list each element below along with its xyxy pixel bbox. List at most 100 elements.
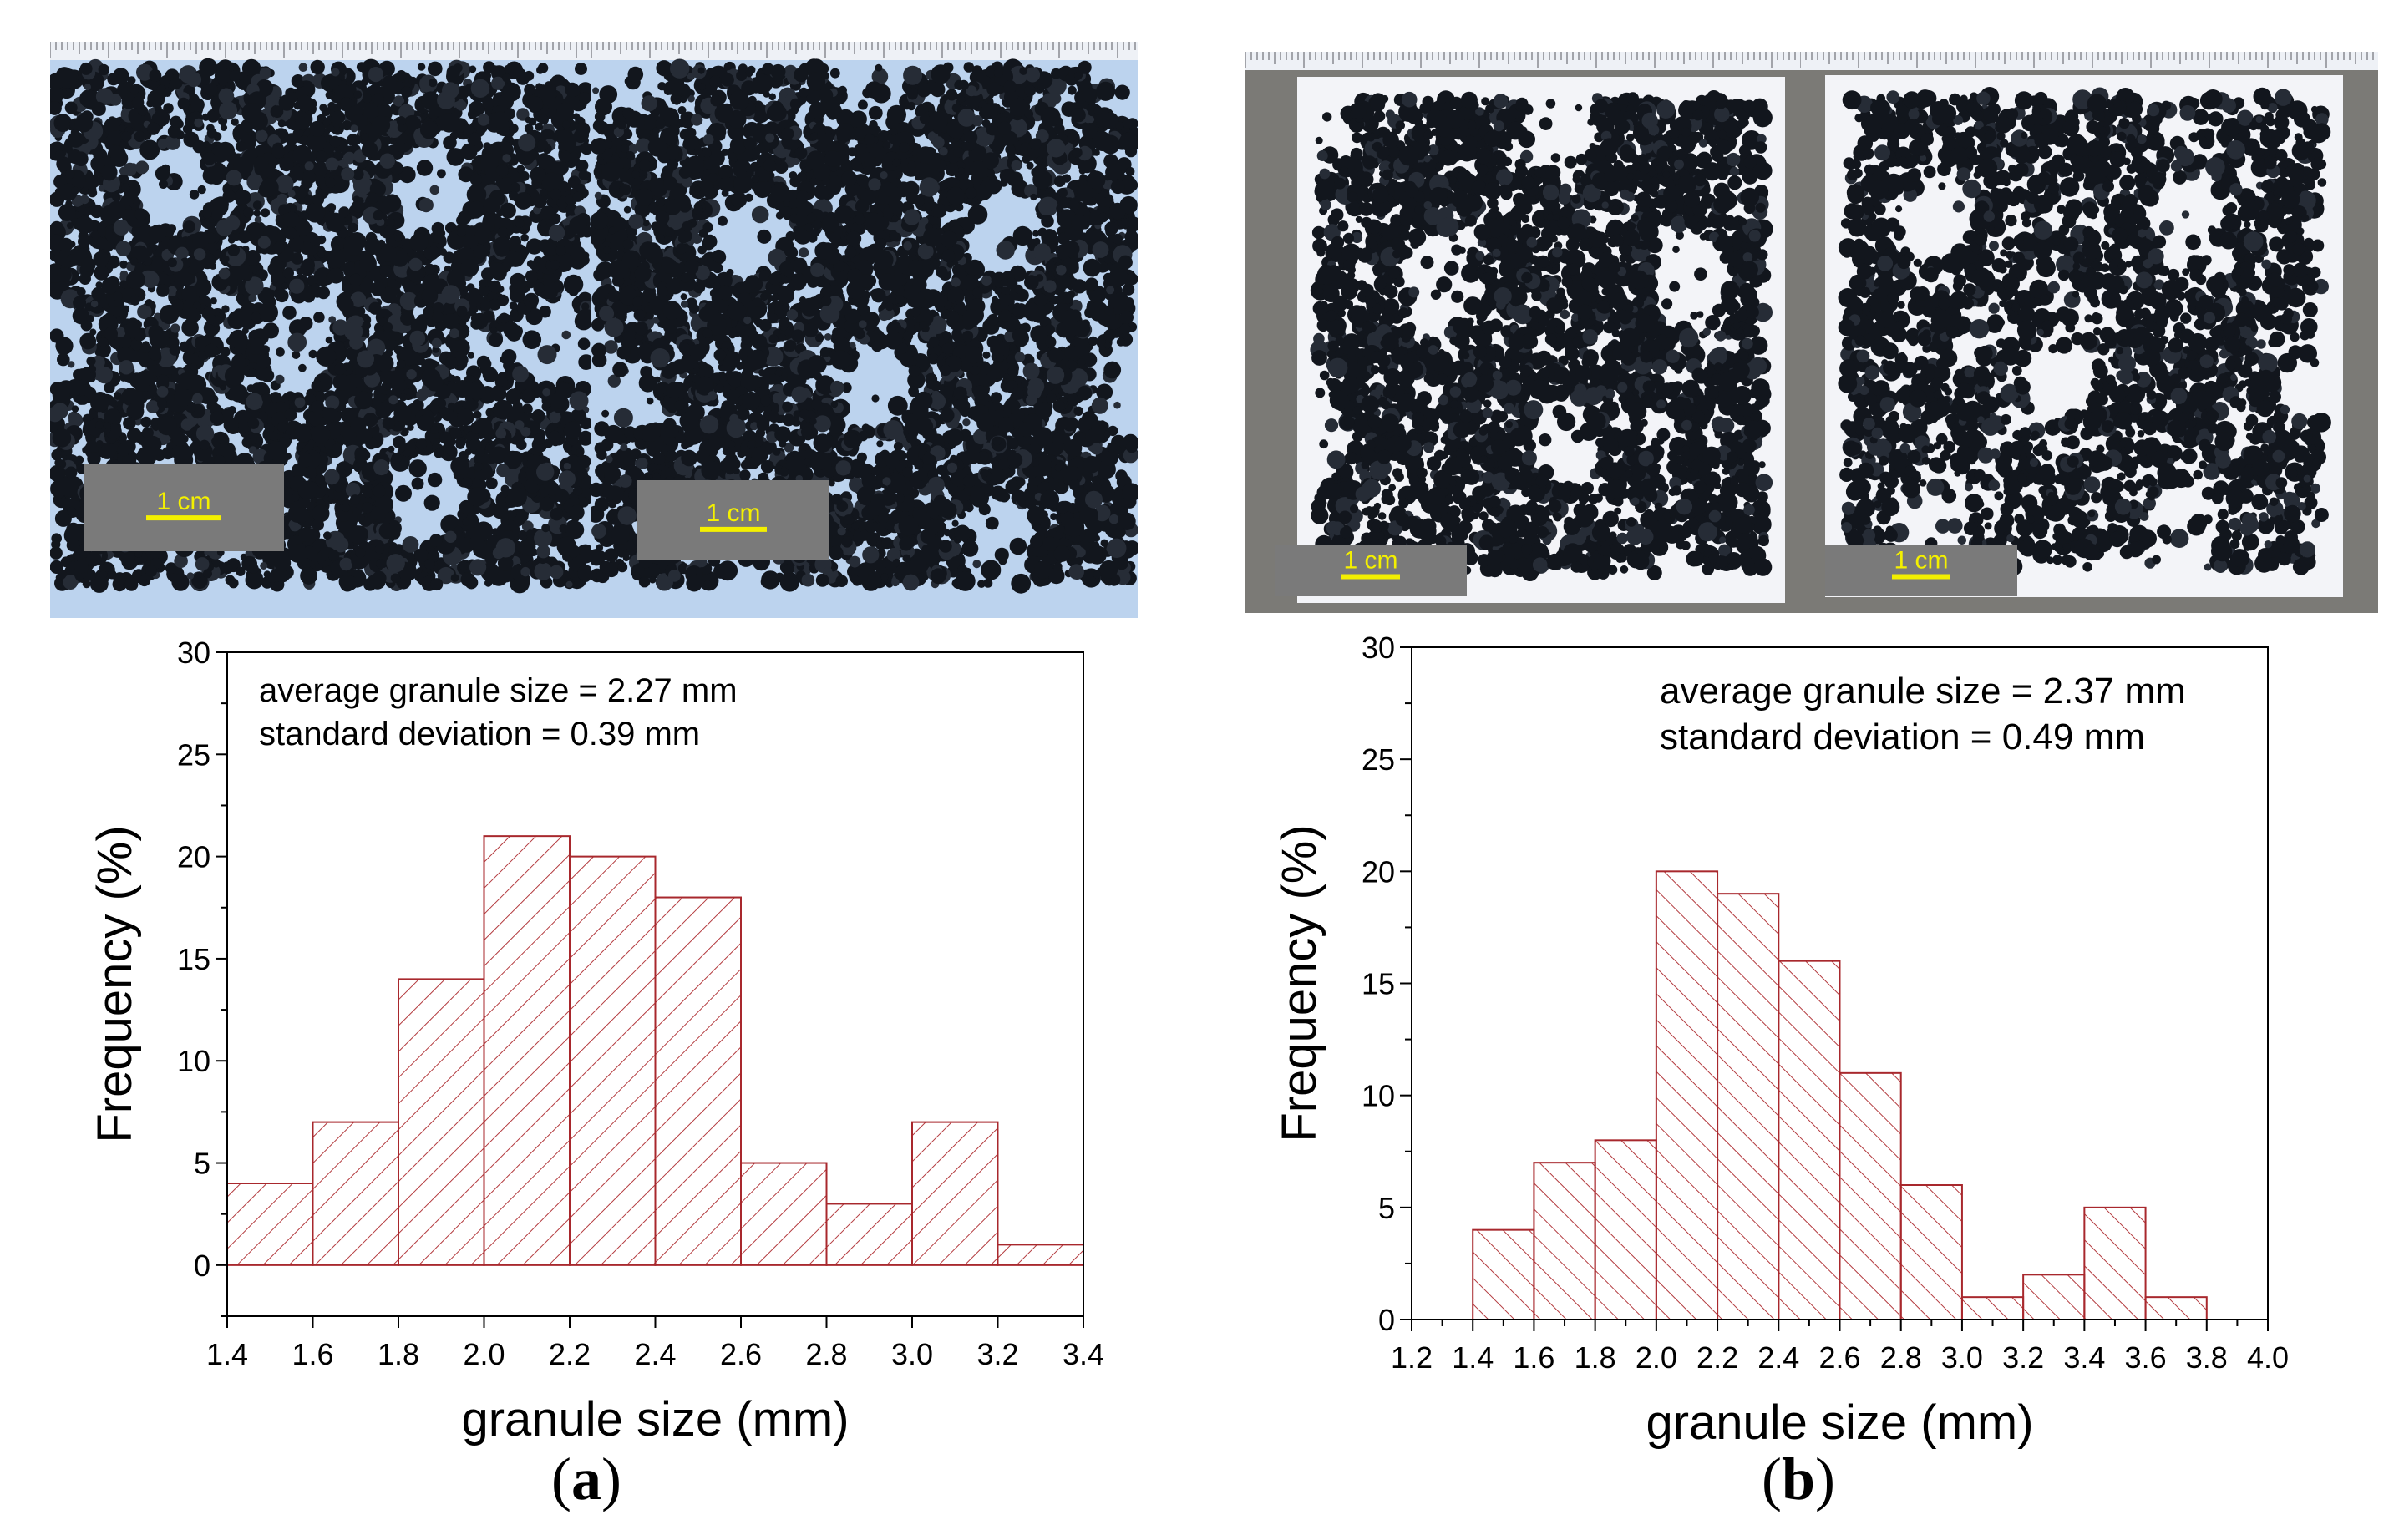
y-tick-label: 5 <box>194 1147 210 1181</box>
x-tick-label: 3.4 <box>1063 1337 1104 1371</box>
histogram-bar <box>1594 1139 1657 1320</box>
panel-b: 1 cm 1 cm 0 5 10 15 20 25 30 1.2 1.4 1.6 1.8 2.0 2.2… <box>1202 0 2404 1540</box>
histogram-bar <box>483 835 571 1266</box>
x-axis: 1.4 1.6 1.8 2.0 2.2 2.4 2.6 2.8 3.0 3.2 3.4 <box>206 1316 1104 1371</box>
x-tick-label: 2.6 <box>1818 1340 1860 1375</box>
ruler <box>50 42 591 60</box>
granule-cluster <box>591 58 1138 594</box>
ruler <box>1800 52 2378 70</box>
granule-photo-a2-image: 1 cm <box>591 42 1138 618</box>
histogram-bars <box>1472 870 2208 1321</box>
x-tick-label: 2.4 <box>634 1337 676 1371</box>
y-tick-label: 10 <box>177 1044 210 1078</box>
y-tick-label: 30 <box>1362 631 1395 665</box>
annotation-std-dev: standard deviation = 0.39 mm <box>259 716 700 752</box>
histogram-bar <box>1717 893 1780 1320</box>
histogram-bar <box>569 855 657 1266</box>
granule-cluster <box>50 58 591 594</box>
x-tick-label: 2.2 <box>1696 1340 1738 1375</box>
panel-label-a: (a) <box>551 1446 621 1512</box>
x-tick-label: 1.6 <box>1513 1340 1554 1375</box>
granule-photo-b2: 1 cm <box>1800 52 2378 613</box>
x-axis-title: granule size (mm) <box>1646 1396 2033 1450</box>
histogram-bar <box>226 1183 314 1266</box>
ruler <box>591 42 1138 60</box>
histogram-bar <box>1472 1228 1535 1321</box>
x-axis-title: granule size (mm) <box>461 1392 849 1446</box>
x-tick-label: 3.0 <box>1941 1340 1983 1375</box>
x-tick-label: 1.2 <box>1391 1340 1433 1375</box>
x-tick-label: 2.8 <box>805 1337 847 1371</box>
histogram-bar <box>1778 960 1841 1320</box>
granule-photo-b1: 1 cm <box>1245 52 1800 613</box>
x-tick-label: 3.6 <box>2125 1340 2167 1375</box>
scale-label: 1 cm <box>1894 546 1948 574</box>
photo-strip-a: 1 cm 1 cm <box>50 42 1138 618</box>
histogram-bar <box>825 1203 913 1266</box>
histogram-bar <box>398 978 485 1266</box>
histogram-bar <box>1899 1184 1963 1320</box>
x-axis: 1.2 1.4 1.6 1.8 2.0 2.2 2.4 2.6 2.8 3.0 3.2 3.4 3.6 3… <box>1391 1320 2289 1375</box>
histogram-a: 0 5 10 15 20 25 30 1.4 1.6 1.8 2.0 2.2 2.4 2.6 2.8 3.0 3… <box>88 636 1104 1446</box>
histogram-bar <box>2083 1206 2147 1320</box>
annotation-std-dev: standard deviation = 0.49 mm <box>1660 717 2145 757</box>
granule-photo-a2: 1 cm <box>591 42 1138 618</box>
histogram-bar <box>2022 1274 2086 1320</box>
y-tick-label: 15 <box>1362 967 1395 1001</box>
y-tick-label: 25 <box>1362 742 1395 777</box>
y-tick-label: 20 <box>177 840 210 874</box>
granule-cluster <box>1838 87 2331 576</box>
x-tick-label: 2.6 <box>720 1337 762 1371</box>
x-tick-label: 2.0 <box>463 1337 505 1371</box>
x-tick-label: 1.4 <box>206 1337 248 1371</box>
histogram-bar <box>1533 1162 1596 1321</box>
ruler <box>1245 52 1800 70</box>
scale-label: 1 cm <box>156 488 210 515</box>
histogram-bar <box>740 1162 828 1266</box>
x-tick-label: 2.8 <box>1880 1340 1922 1375</box>
x-tick-label: 2.4 <box>1757 1340 1799 1375</box>
x-tick-label: 2.2 <box>549 1337 591 1371</box>
granule-photo-b2-image: 1 cm <box>1800 52 2378 613</box>
granule-photo-b1-image: 1 cm <box>1245 52 1800 613</box>
histogram-bar <box>1655 870 1719 1321</box>
x-tick-label: 3.2 <box>976 1337 1018 1371</box>
y-axis-title: Frequency (%) <box>88 825 142 1142</box>
y-axis: 0 5 10 15 20 25 30 <box>177 636 227 1317</box>
scale-bar: 1 cm <box>1275 545 1467 596</box>
histogram-bar <box>2144 1296 2208 1321</box>
annotation-average: average granule size = 2.37 mm <box>1660 671 2186 712</box>
panel-a: 1 cm 1 cm 0 5 10 15 20 25 30 1.4 1.6 1.8 2.0 2.2 2.4… <box>50 42 1138 1512</box>
x-tick-label: 1.8 <box>1575 1340 1616 1375</box>
y-axis-title: Frequency (%) <box>1272 824 1326 1142</box>
scale-bar: 1 cm <box>84 464 284 551</box>
x-tick-label: 3.4 <box>2063 1340 2105 1375</box>
y-tick-label: 15 <box>177 942 210 976</box>
granule-cluster <box>1310 90 1773 582</box>
x-tick-label: 1.8 <box>378 1337 419 1371</box>
x-tick-label: 3.8 <box>2186 1340 2228 1375</box>
y-tick-label: 20 <box>1362 854 1395 889</box>
x-tick-label: 1.6 <box>292 1337 333 1371</box>
x-tick-label: 3.0 <box>891 1337 933 1371</box>
scale-label: 1 cm <box>1343 546 1397 574</box>
histogram-bar <box>1960 1296 2025 1321</box>
y-tick-label: 30 <box>177 636 210 670</box>
histogram-b: 0 5 10 15 20 25 30 1.2 1.4 1.6 1.8 2.0 2.2 2.4 2.6 2.8 3… <box>1272 631 2289 1450</box>
histogram-bar <box>1839 1071 1902 1320</box>
histogram-bar <box>312 1121 399 1266</box>
x-tick-label: 1.4 <box>1452 1340 1494 1375</box>
panel-label-b: (b) <box>1762 1446 1836 1512</box>
granule-photo-a1: 1 cm <box>50 42 591 618</box>
histogram-bars <box>226 835 1084 1266</box>
photo-strip-b: 1 cm 1 cm <box>1245 52 2378 613</box>
x-tick-label: 2.0 <box>1636 1340 1677 1375</box>
scale-bar: 1 cm <box>637 480 829 560</box>
histogram-bar <box>911 1121 999 1266</box>
scale-bar: 1 cm <box>1825 545 2017 596</box>
x-tick-label: 3.2 <box>2002 1340 2044 1375</box>
y-tick-label: 10 <box>1362 1079 1395 1113</box>
annotation-average: average granule size = 2.27 mm <box>259 672 738 709</box>
y-tick-label: 5 <box>1378 1191 1395 1225</box>
histogram-bar <box>997 1244 1084 1266</box>
